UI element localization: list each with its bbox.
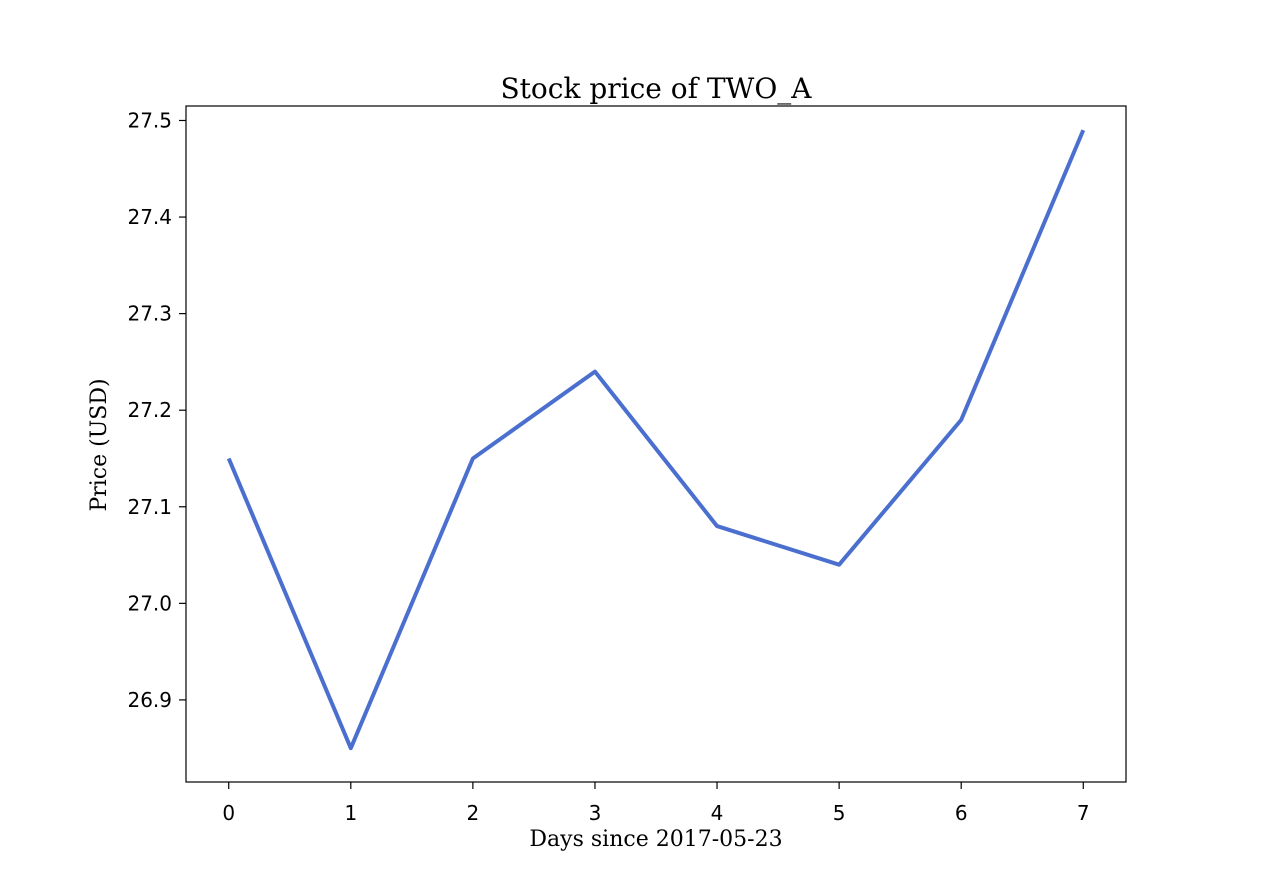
- x-tick-label: 3: [589, 801, 602, 825]
- x-tick-label: 4: [711, 801, 724, 825]
- x-tick-label: 1: [344, 801, 357, 825]
- y-tick-label: 27.5: [127, 108, 172, 132]
- y-tick-label: 27.1: [127, 495, 172, 519]
- chart-title: Stock price of TWO_A: [500, 72, 812, 105]
- y-axis-label: Price (USD): [87, 378, 112, 511]
- x-tick-label: 0: [222, 801, 235, 825]
- x-tick-label: 7: [1077, 801, 1090, 825]
- y-tick-label: 27.4: [127, 205, 172, 229]
- y-tick-label: 26.9: [127, 688, 172, 712]
- y-tick-label: 27.2: [127, 398, 172, 422]
- y-tick-label: 27.3: [127, 302, 172, 326]
- x-axis-label: Days since 2017-05-23: [529, 827, 782, 852]
- plot-frame: [185, 105, 1127, 783]
- x-tick-label: 2: [467, 801, 480, 825]
- x-tick-label: 6: [955, 801, 968, 825]
- plot-area: 0 1 2 3 4 5 6 7 26.9 27.0 27.1 27.2 27.3 27.4 27.5: [127, 105, 1127, 825]
- x-tick-label: 5: [833, 801, 846, 825]
- y-tick-label: 27.0: [127, 591, 172, 615]
- price-series-line: [226, 129, 1086, 751]
